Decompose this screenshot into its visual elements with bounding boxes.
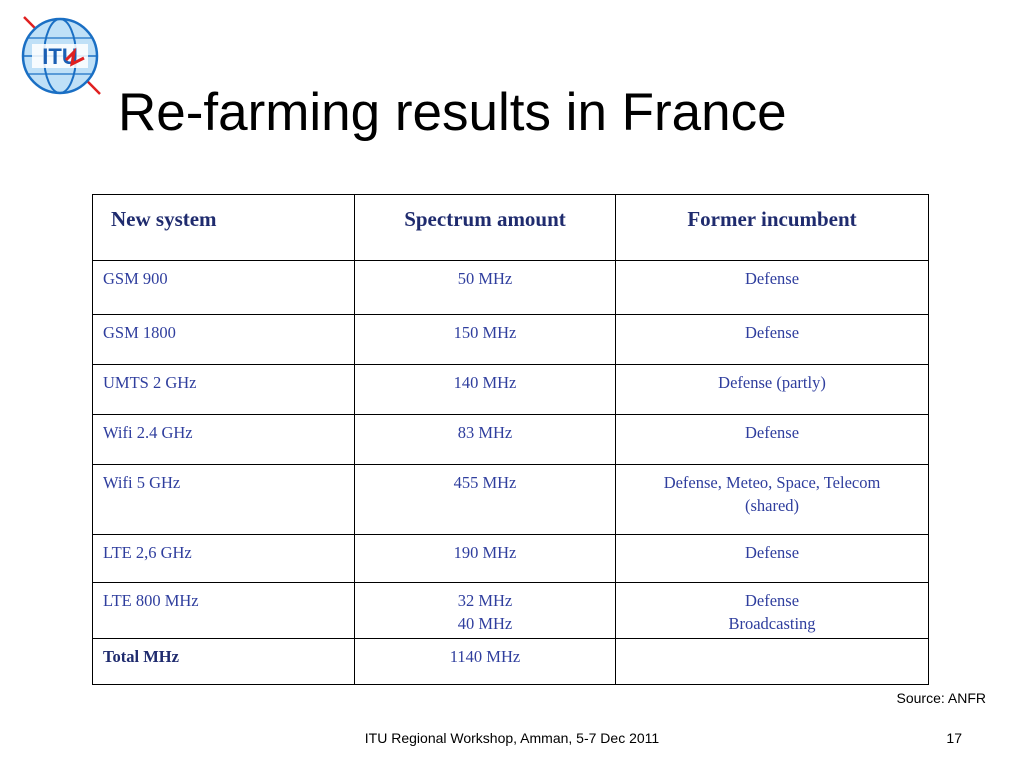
cell-spectrum-amount: 150 MHz — [354, 314, 616, 365]
slide-title: Re-farming results in France — [118, 83, 787, 142]
column-header-spectrum-amount: Spectrum amount — [354, 194, 616, 261]
table-row: LTE 800 MHz 32 MHz 40 MHz Defense Broadc… — [92, 582, 929, 639]
refarming-table: New system Spectrum amount Former incumb… — [92, 194, 929, 685]
cell-spectrum-amount: 1140 MHz — [354, 638, 616, 685]
table-row: UMTS 2 GHz 140 MHz Defense (partly) — [92, 364, 929, 415]
itu-logo-icon: ITU — [21, 16, 101, 95]
cell-new-system: GSM 900 — [92, 260, 355, 315]
table-header-row: New system Spectrum amount Former incumb… — [92, 194, 929, 261]
table-row: LTE 2,6 GHz 190 MHz Defense — [92, 534, 929, 583]
table-row: Wifi 2.4 GHz 83 MHz Defense — [92, 414, 929, 465]
cell-new-system: GSM 1800 — [92, 314, 355, 365]
column-header-former-incumbent: Former incumbent — [615, 194, 929, 261]
cell-former-incumbent — [615, 638, 929, 685]
cell-spectrum-amount: 83 MHz — [354, 414, 616, 465]
cell-former-incumbent: Defense — [615, 534, 929, 583]
cell-spectrum-amount: 140 MHz — [354, 364, 616, 415]
cell-new-system: Wifi 5 GHz — [92, 464, 355, 535]
table-row: GSM 900 50 MHz Defense — [92, 260, 929, 315]
cell-new-system: LTE 2,6 GHz — [92, 534, 355, 583]
cell-former-incumbent: Defense Broadcasting — [615, 582, 929, 639]
cell-new-system: Wifi 2.4 GHz — [92, 414, 355, 465]
table-row: GSM 1800 150 MHz Defense — [92, 314, 929, 365]
cell-spectrum-amount: 32 MHz 40 MHz — [354, 582, 616, 639]
source-note: Source: ANFR — [896, 690, 986, 706]
cell-new-system: LTE 800 MHz — [92, 582, 355, 639]
cell-former-incumbent: Defense — [615, 314, 929, 365]
cell-former-incumbent: Defense (partly) — [615, 364, 929, 415]
cell-new-system: UMTS 2 GHz — [92, 364, 355, 415]
cell-new-system: Total MHz — [92, 638, 355, 685]
slide-number: 17 — [946, 730, 962, 746]
cell-spectrum-amount: 50 MHz — [354, 260, 616, 315]
table-row: Wifi 5 GHz 455 MHz Defense, Meteo, Space… — [92, 464, 929, 535]
cell-former-incumbent: Defense, Meteo, Space, Telecom (shared) — [615, 464, 929, 535]
cell-spectrum-amount: 190 MHz — [354, 534, 616, 583]
cell-former-incumbent: Defense — [615, 414, 929, 465]
column-header-new-system: New system — [92, 194, 355, 261]
itu-logo: ITU — [14, 14, 104, 96]
cell-spectrum-amount: 455 MHz — [354, 464, 616, 535]
cell-former-incumbent: Defense — [615, 260, 929, 315]
table-row-total: Total MHz 1140 MHz — [92, 638, 929, 685]
slide-footer: ITU Regional Workshop, Amman, 5-7 Dec 20… — [364, 730, 660, 746]
